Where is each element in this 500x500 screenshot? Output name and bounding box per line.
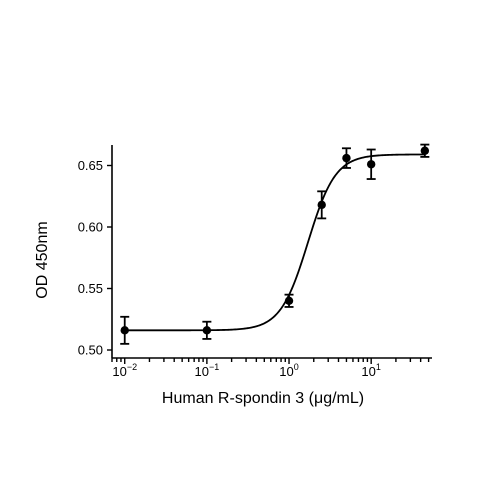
x-tick-label: 101: [361, 362, 380, 379]
data-point: [202, 326, 212, 335]
x-tick-label-exponent: 0: [294, 362, 299, 372]
x-tick-label-exponent: −2: [127, 362, 137, 372]
x-tick-label-base: 10: [112, 364, 126, 379]
data-point: [420, 146, 430, 155]
x-axis-title: Human R-spondin 3 (μg/mL): [162, 390, 364, 407]
y-axis: 0.50 0.55 0.60 0.65: [78, 145, 113, 358]
x-tick-label: 10−1: [195, 362, 220, 379]
x-axis: 10−2 10−1 100 101: [111, 357, 432, 379]
data-point: [317, 200, 326, 210]
x-tick-label-exponent: 1: [376, 362, 381, 372]
x-tick-label: 100: [279, 362, 298, 379]
fit-curve: [124, 153, 425, 332]
y-tick-label: 0.60: [78, 220, 103, 235]
x-tick-label-base: 10: [279, 364, 293, 379]
x-tick-label-exponent: −1: [209, 362, 219, 372]
y-tick-label: 0.55: [78, 281, 103, 296]
x-tick-label: 10−2: [112, 362, 137, 379]
y-tick-label: 0.50: [78, 343, 103, 358]
x-tick-label-base: 10: [361, 364, 375, 379]
data-point: [366, 160, 376, 169]
y-axis-title: OD 450nm: [34, 221, 51, 298]
data-point: [284, 296, 294, 305]
data-point: [120, 326, 129, 335]
y-tick-label: 0.65: [78, 158, 103, 173]
data-point: [342, 153, 351, 163]
data-points: [120, 146, 430, 335]
x-tick-label-base: 10: [195, 364, 209, 379]
error-bars: [120, 143, 430, 345]
